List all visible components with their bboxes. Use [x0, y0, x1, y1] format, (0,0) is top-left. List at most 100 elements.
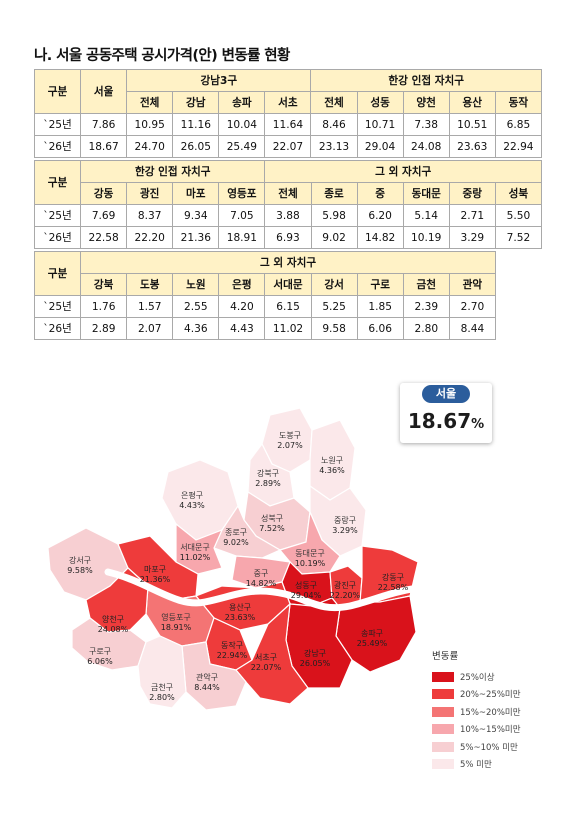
column-header: 도봉: [126, 273, 174, 296]
table-cell: 24.70: [126, 135, 174, 158]
table-cell: 6.85: [494, 113, 543, 136]
table-cell: 5.50: [494, 204, 543, 227]
row-label: `26년: [33, 317, 82, 340]
district-value: 24.08%: [98, 625, 129, 634]
table-cell: 3.88: [264, 204, 312, 227]
district-name: 용산구: [229, 602, 251, 612]
legend-swatch: [432, 671, 454, 682]
table-cell: 25.49: [218, 135, 266, 158]
column-header: 서초: [264, 91, 312, 114]
district-value: 22.58%: [378, 583, 409, 592]
table-cell: 2.55: [172, 295, 220, 318]
district-value: 9.58%: [67, 566, 93, 575]
legend-label: 25%이상: [460, 672, 495, 683]
row-label: `25년: [33, 113, 82, 136]
group-header: 그 외 자치구: [80, 251, 496, 274]
column-header: 동작: [494, 91, 543, 114]
table-cell: 22.58: [80, 226, 128, 249]
row-label: `25년: [33, 204, 82, 227]
table-cell: 10.19: [402, 226, 450, 249]
table-cell: 1.57: [126, 295, 174, 318]
table-cell: 9.02: [310, 226, 358, 249]
table-cell: 18.91: [218, 226, 266, 249]
gubun-header: 구분: [33, 160, 82, 205]
district-name: 서초구: [255, 653, 277, 662]
legend-item: 10%~15%미만: [432, 721, 521, 739]
table-cell: 11.16: [172, 113, 220, 136]
legend-swatch: [432, 759, 454, 770]
column-header: 노원: [172, 273, 220, 296]
column-header: 은평: [218, 273, 266, 296]
district-value: 11.02%: [180, 553, 211, 562]
district-name: 성동구: [295, 581, 317, 590]
table-cell: 8.46: [310, 113, 358, 136]
legend-swatch: [432, 689, 454, 700]
table-cell: 4.43: [218, 317, 266, 340]
legend-label: 20%~25%미만: [460, 690, 521, 701]
column-header: 관악: [448, 273, 497, 296]
legend-label: 5% 미만: [460, 760, 492, 771]
district-name: 은평구: [181, 490, 203, 500]
table-cell: 24.08: [402, 135, 450, 158]
table-cell: 1.85: [356, 295, 404, 318]
table-cell: 2.80: [402, 317, 450, 340]
column-header: 구로: [356, 273, 404, 296]
district-value: 2.80%: [149, 693, 175, 702]
district-name: 중랑구: [334, 515, 356, 525]
column-header: 전체: [310, 91, 358, 114]
column-header: 강동: [80, 182, 128, 205]
table-cell: 11.64: [264, 113, 312, 136]
district-value: 4.43%: [179, 501, 205, 510]
district-value: 23.63%: [225, 613, 256, 622]
table-cell: 2.39: [402, 295, 450, 318]
district-name: 동작구: [221, 640, 243, 650]
district-name: 금천구: [151, 682, 173, 692]
district-name: 서대문구: [180, 543, 209, 552]
district-name: 중구: [254, 569, 269, 578]
table-cell: 4.36: [172, 317, 220, 340]
district-name: 강북구: [257, 468, 279, 478]
table-cell: 8.44: [448, 317, 497, 340]
price-change-table-2: 구분 한강 인접 자치구 그 외 자치구 강동 광진 마포 영등포 전체 종로 중 동대문 중랑…: [33, 160, 543, 249]
column-header: 서대문: [264, 273, 312, 296]
legend-swatch: [432, 706, 454, 717]
legend-item: 15%~20%미만: [432, 703, 521, 721]
district-name: 동대문구: [295, 549, 324, 558]
table-cell: 5.14: [402, 204, 450, 227]
seoul-unit: %: [471, 417, 485, 432]
district-value: 29.04%: [291, 591, 322, 600]
column-header: 마포: [172, 182, 220, 205]
page-title: 나. 서울 공동주택 공시가격(안) 변동률 현황: [34, 48, 290, 64]
district-area: [137, 635, 187, 709]
gubun-header: 구분: [33, 69, 82, 114]
table-cell: 3.29: [448, 226, 496, 249]
legend-item: 20%~25%미만: [432, 686, 521, 704]
district-name: 송파구: [361, 629, 383, 638]
table-cell: 18.67: [80, 135, 128, 158]
table-row: `26년 18.67 24.70 26.05 25.49 22.07 23.13 29.04 2…: [33, 135, 543, 158]
table-cell: 7.69: [80, 204, 128, 227]
table-cell: 10.71: [356, 113, 404, 136]
table-cell: 2.71: [448, 204, 496, 227]
district-value: 9.02%: [223, 538, 249, 547]
table-row: `25년 7.69 8.37 9.34 7.05 3.88 5.98 6.20 5.14 2.71…: [33, 204, 543, 227]
table-cell: 21.36: [172, 226, 220, 249]
table-cell: 7.52: [494, 226, 543, 249]
table-cell: 22.20: [126, 226, 174, 249]
district-value: 18.91%: [161, 623, 192, 632]
han-river: [104, 568, 422, 612]
column-header: 강남: [172, 91, 220, 114]
table-cell: 11.02: [264, 317, 312, 340]
column-header: 종로: [310, 182, 358, 205]
table-cell: 22.07: [264, 135, 312, 158]
legend-swatch: [432, 724, 454, 735]
table-cell: 7.86: [80, 113, 128, 136]
district-value: 10.19%: [295, 559, 326, 568]
table-cell: 14.82: [356, 226, 404, 249]
legend-swatch: [432, 741, 454, 752]
legend-item: 25%이상: [432, 668, 521, 686]
table-cell: 10.95: [126, 113, 174, 136]
district-value: 7.52%: [259, 524, 285, 533]
gubun-header: 구분: [33, 251, 82, 296]
